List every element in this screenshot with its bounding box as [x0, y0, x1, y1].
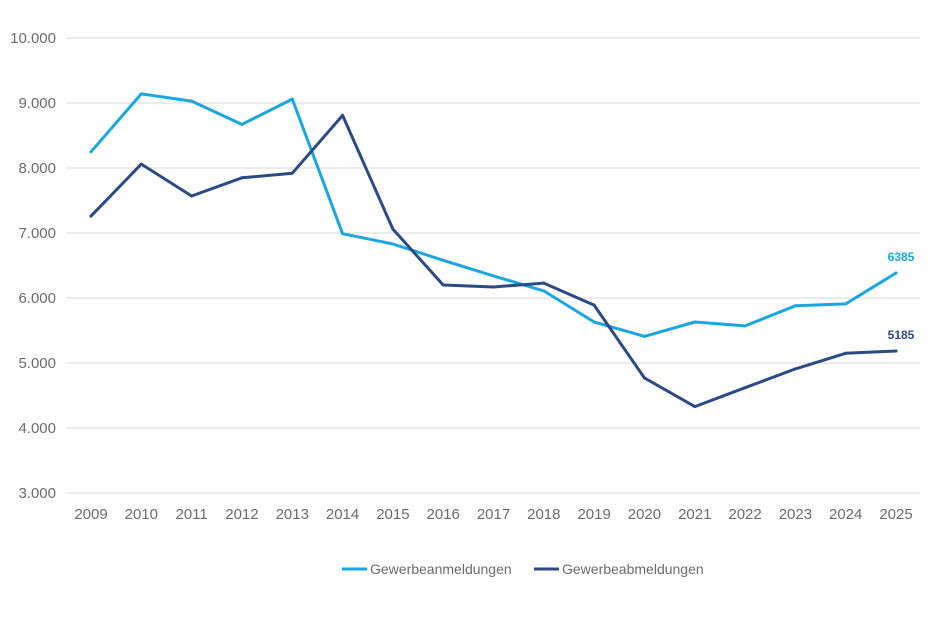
data-point [341, 113, 345, 117]
y-tick-label: 10.000 [10, 30, 56, 47]
legend-item-gewerbeabmeldungen: Gewerbeabmeldungen [534, 561, 704, 577]
data-point [240, 176, 244, 180]
data-point [793, 304, 797, 308]
data-point [290, 171, 294, 175]
data-point [743, 386, 747, 390]
grid-layer [66, 37, 920, 494]
data-point [441, 258, 445, 262]
y-axis: 3.000 4.000 5.000 6.000 7.000 8.000 9.000 10.00… [10, 30, 56, 502]
data-point [592, 303, 596, 307]
data-point [793, 367, 797, 371]
x-tick-label: 2019 [577, 506, 610, 523]
data-point [693, 320, 697, 324]
x-tick-label: 2020 [628, 506, 661, 523]
data-point [894, 349, 898, 353]
data-point [240, 122, 244, 126]
data-point [743, 324, 747, 328]
data-point [542, 281, 546, 285]
data-point [642, 334, 646, 338]
data-point [391, 227, 395, 231]
y-tick-label: 6.000 [18, 290, 56, 307]
y-tick-label: 7.000 [18, 225, 56, 242]
x-axis: 2009 2010 2011 2012 2013 2014 2015 2016 2017 2018… [74, 506, 912, 523]
data-point [492, 285, 495, 289]
data-point [642, 376, 646, 380]
series-layer [89, 92, 898, 409]
y-tick-label: 4.000 [18, 420, 56, 437]
legend-label: Gewerbeabmeldungen [562, 561, 704, 577]
x-tick-label: 2017 [477, 506, 510, 523]
data-point [894, 271, 898, 275]
data-point [139, 162, 143, 166]
x-tick-label: 2014 [326, 506, 359, 523]
x-tick-label: 2016 [427, 506, 460, 523]
data-point [693, 405, 697, 409]
end-value-label: 5185 [888, 328, 915, 342]
x-tick-label: 2022 [728, 506, 761, 523]
data-point [139, 92, 143, 96]
x-tick-label: 2015 [376, 506, 409, 523]
data-label-layer: 6385 5185 [888, 250, 915, 342]
data-point [441, 283, 445, 287]
y-tick-label: 5.000 [18, 355, 56, 372]
data-point [89, 214, 93, 218]
data-point [190, 194, 194, 198]
series-line-gewerbeanmeldungen [89, 92, 898, 338]
legend: Gewerbeanmeldungen Gewerbeabmeldungen [342, 561, 704, 577]
x-tick-label: 2024 [829, 506, 862, 523]
data-point [341, 232, 345, 236]
data-point [190, 99, 194, 103]
x-tick-label: 2023 [779, 506, 812, 523]
x-tick-label: 2013 [276, 506, 309, 523]
data-point [290, 97, 294, 101]
legend-item-gewerbeanmeldungen: Gewerbeanmeldungen [342, 561, 512, 577]
y-tick-label: 3.000 [18, 485, 56, 502]
end-value-label: 6385 [888, 250, 915, 264]
data-point [592, 320, 596, 324]
y-tick-label: 8.000 [18, 160, 56, 177]
x-tick-label: 2025 [879, 506, 912, 523]
data-point [844, 302, 848, 306]
data-point [542, 289, 546, 293]
x-tick-label: 2009 [74, 506, 107, 523]
legend-label: Gewerbeanmeldungen [370, 561, 512, 577]
data-point [391, 242, 395, 246]
y-tick-label: 9.000 [18, 95, 56, 112]
data-point [89, 150, 93, 154]
data-point [844, 351, 848, 355]
data-point [492, 274, 495, 278]
x-tick-label: 2012 [225, 506, 258, 523]
x-tick-label: 2018 [527, 506, 560, 523]
x-tick-label: 2011 [175, 506, 207, 523]
x-tick-label: 2010 [125, 506, 158, 523]
x-tick-label: 2021 [678, 506, 711, 523]
